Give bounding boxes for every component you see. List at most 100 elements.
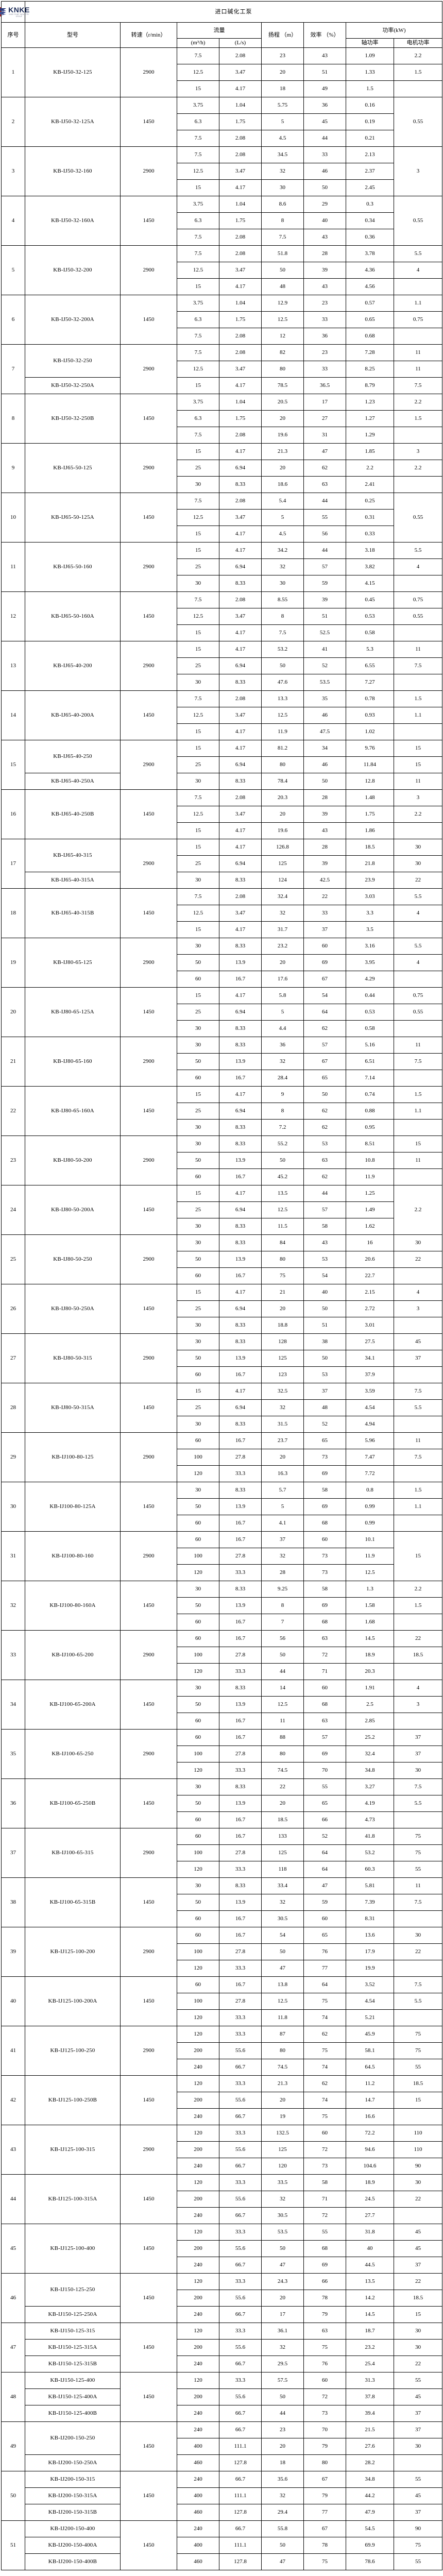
rotation-speed-cell: 1450 <box>120 1086 177 1136</box>
flow-m3h-cell: 50 <box>177 1350 219 1367</box>
shaft-power-cell: 13.5 <box>346 2273 394 2290</box>
motor-power-cell: 0.55 <box>394 608 442 625</box>
motor-power-cell: 22 <box>394 2355 442 2372</box>
table-row: 200 55.6 20 74 14.7 15 <box>2 2092 442 2109</box>
efficiency-cell: 68 <box>303 2240 346 2257</box>
rotation-speed-cell: 2900 <box>120 1136 177 1185</box>
shaft-power-cell: 5.96 <box>346 1432 394 1449</box>
flow-m3h-cell: 120 <box>177 2273 219 2290</box>
rotation-speed-cell: 1450 <box>120 1976 177 2026</box>
shaft-power-cell: 8.31 <box>346 1910 394 1927</box>
shaft-power-cell: 18.9 <box>346 1647 394 1664</box>
motor-power-cell <box>394 1416 442 1433</box>
efficiency-cell: 71 <box>303 2191 346 2208</box>
shaft-power-cell: 104.6 <box>346 2158 394 2175</box>
shaft-power-cell: 0.33 <box>346 526 394 543</box>
flow-ls-cell: 2.08 <box>219 47 262 64</box>
table-row: 30 8.33 47.6 53.5 7.27 <box>2 674 442 691</box>
head-cell: 32 <box>261 163 304 180</box>
flow-m3h-cell: 7.5 <box>177 130 219 147</box>
shaft-power-cell: 14.2 <box>346 2290 394 2307</box>
head-cell: 34.2 <box>261 542 304 559</box>
table-row: 30 8.33 11.5 58 1.62 <box>2 1218 442 1235</box>
shaft-power-cell: 11.84 <box>346 756 394 773</box>
flow-ls-cell: 8.33 <box>219 1877 262 1894</box>
head-cell: 13.8 <box>261 1976 304 1993</box>
efficiency-cell: 60 <box>303 1680 346 1697</box>
shaft-power-cell: 0.8 <box>346 1482 394 1499</box>
motor-power-cell: 0.75 <box>394 591 442 608</box>
head-cell: 36 <box>261 1037 304 1054</box>
flow-m3h-cell: 15 <box>177 723 219 740</box>
efficiency-cell: 68 <box>303 1614 346 1631</box>
head-cell: 50 <box>261 2388 304 2405</box>
shaft-power-cell: 2.37 <box>346 163 394 180</box>
shaft-power-cell: 18.9 <box>346 2174 394 2191</box>
flow-m3h-cell: 25 <box>177 1399 219 1416</box>
flow-m3h-cell: 12.5 <box>177 509 219 526</box>
brand-logo-cell: KNKE KNKE PUMP INDUSTRY GROUP <box>0 1 29 23</box>
shaft-power-cell: 19.9 <box>346 1960 394 1977</box>
efficiency-cell: 36 <box>303 97 346 114</box>
motor-power-cell <box>394 80 442 97</box>
table-row: 22 KB-IJ80-65-160A 1450 15 4.17 9 50 0.74 1.5 <box>1 1086 442 1136</box>
flow-ls-cell: 6.94 <box>219 460 262 477</box>
rotation-speed-cell: 2900 <box>120 245 177 295</box>
flow-m3h-cell: 240 <box>177 2257 219 2274</box>
shaft-power-cell: 9.76 <box>346 740 394 757</box>
efficiency-cell: 73 <box>303 2405 346 2422</box>
shaft-power-cell: 0.88 <box>346 1103 394 1120</box>
motor-power-cell: 2.2 <box>394 806 442 823</box>
efficiency-cell: 64 <box>303 1844 346 1861</box>
flow-ls-cell: 16.7 <box>219 1630 262 1647</box>
flow-ls-cell: 27.8 <box>219 1745 262 1762</box>
table-row: 60 16.7 18.5 66 4.73 <box>2 1811 442 1828</box>
efficiency-cell: 70 <box>303 1762 346 1779</box>
shaft-power-cell: 3.95 <box>346 954 394 971</box>
efficiency-cell: 47 <box>303 443 346 460</box>
motor-power-cell: 0.75 <box>394 311 442 328</box>
table-row: 37 KB-IJ100-65-315 2900 60 16.7 133 52 41.8 75 <box>1 1828 442 1878</box>
pump-model-cell: KB-IJ100-65-315B <box>25 1877 121 1927</box>
pump-model-cell: KB-IJ50-32-200 <box>25 245 121 295</box>
shaft-power-cell: 3.01 <box>346 1317 394 1334</box>
shaft-power-cell: 23.2 <box>346 2339 394 2356</box>
motor-power-cell: 3 <box>394 146 442 196</box>
table-row: 7.5 2.08 12 36 0.68 <box>2 328 442 345</box>
flow-m3h-cell: 50 <box>177 1053 219 1070</box>
motor-power-cell: 1.5 <box>394 690 442 707</box>
motor-power-cell: 1.1 <box>394 1103 442 1120</box>
efficiency-cell: 33 <box>303 311 346 328</box>
table-row: 25 6.94 12.5 57 1.49 <box>2 1201 442 1218</box>
flow-ls-cell: 8.33 <box>219 1136 262 1153</box>
shaft-power-cell: 7.14 <box>346 1070 394 1087</box>
motor-power-cell: 11 <box>394 1432 442 1449</box>
rotation-speed-cell: 2900 <box>120 938 177 988</box>
table-row: 120 33.3 11.8 74 5.21 <box>2 2009 442 2026</box>
table-row: 30 8.33 4.4 62 0.58 <box>2 1020 442 1037</box>
head-cell: 7.2 <box>261 1119 304 1136</box>
motor-power-cell: 75 <box>394 2026 442 2043</box>
table-row: 240 66.7 30.5 72 27.7 <box>2 2207 442 2224</box>
flow-ls-cell: 4.17 <box>219 921 262 938</box>
flow-ls-cell: 4.17 <box>219 1185 262 1202</box>
flow-m3h-cell: 50 <box>177 1597 219 1614</box>
rotation-speed-cell: 2900 <box>120 1828 177 1878</box>
flow-m3h-cell: 3.75 <box>177 394 219 411</box>
shaft-power-cell: 28.2 <box>346 2454 394 2471</box>
efficiency-cell: 55 <box>303 1778 346 1795</box>
table-row: 200 55.6 80 75 58.1 75 <box>2 2042 442 2059</box>
row-index-cell: 28 <box>1 1383 25 1433</box>
shaft-power-cell: 2.85 <box>346 1713 394 1730</box>
head-cell: 18.6 <box>261 476 304 493</box>
flow-ls-cell: 16.7 <box>219 1713 262 1730</box>
table-row: 60 16.7 28.4 65 7.14 <box>2 1070 442 1087</box>
flow-ls-cell: 6.94 <box>219 1399 262 1416</box>
shaft-power-cell: 4.54 <box>346 1993 394 2010</box>
head-cell: 12.5 <box>261 1201 304 1218</box>
flow-m3h-cell: 50 <box>177 1152 219 1169</box>
flow-ls-cell: 33.3 <box>219 1861 262 1878</box>
table-row: 240 66.7 74.5 74 64.5 55 <box>2 2059 442 2076</box>
shaft-power-cell: 4.29 <box>346 971 394 988</box>
flow-ls-cell: 55.6 <box>219 2290 262 2307</box>
